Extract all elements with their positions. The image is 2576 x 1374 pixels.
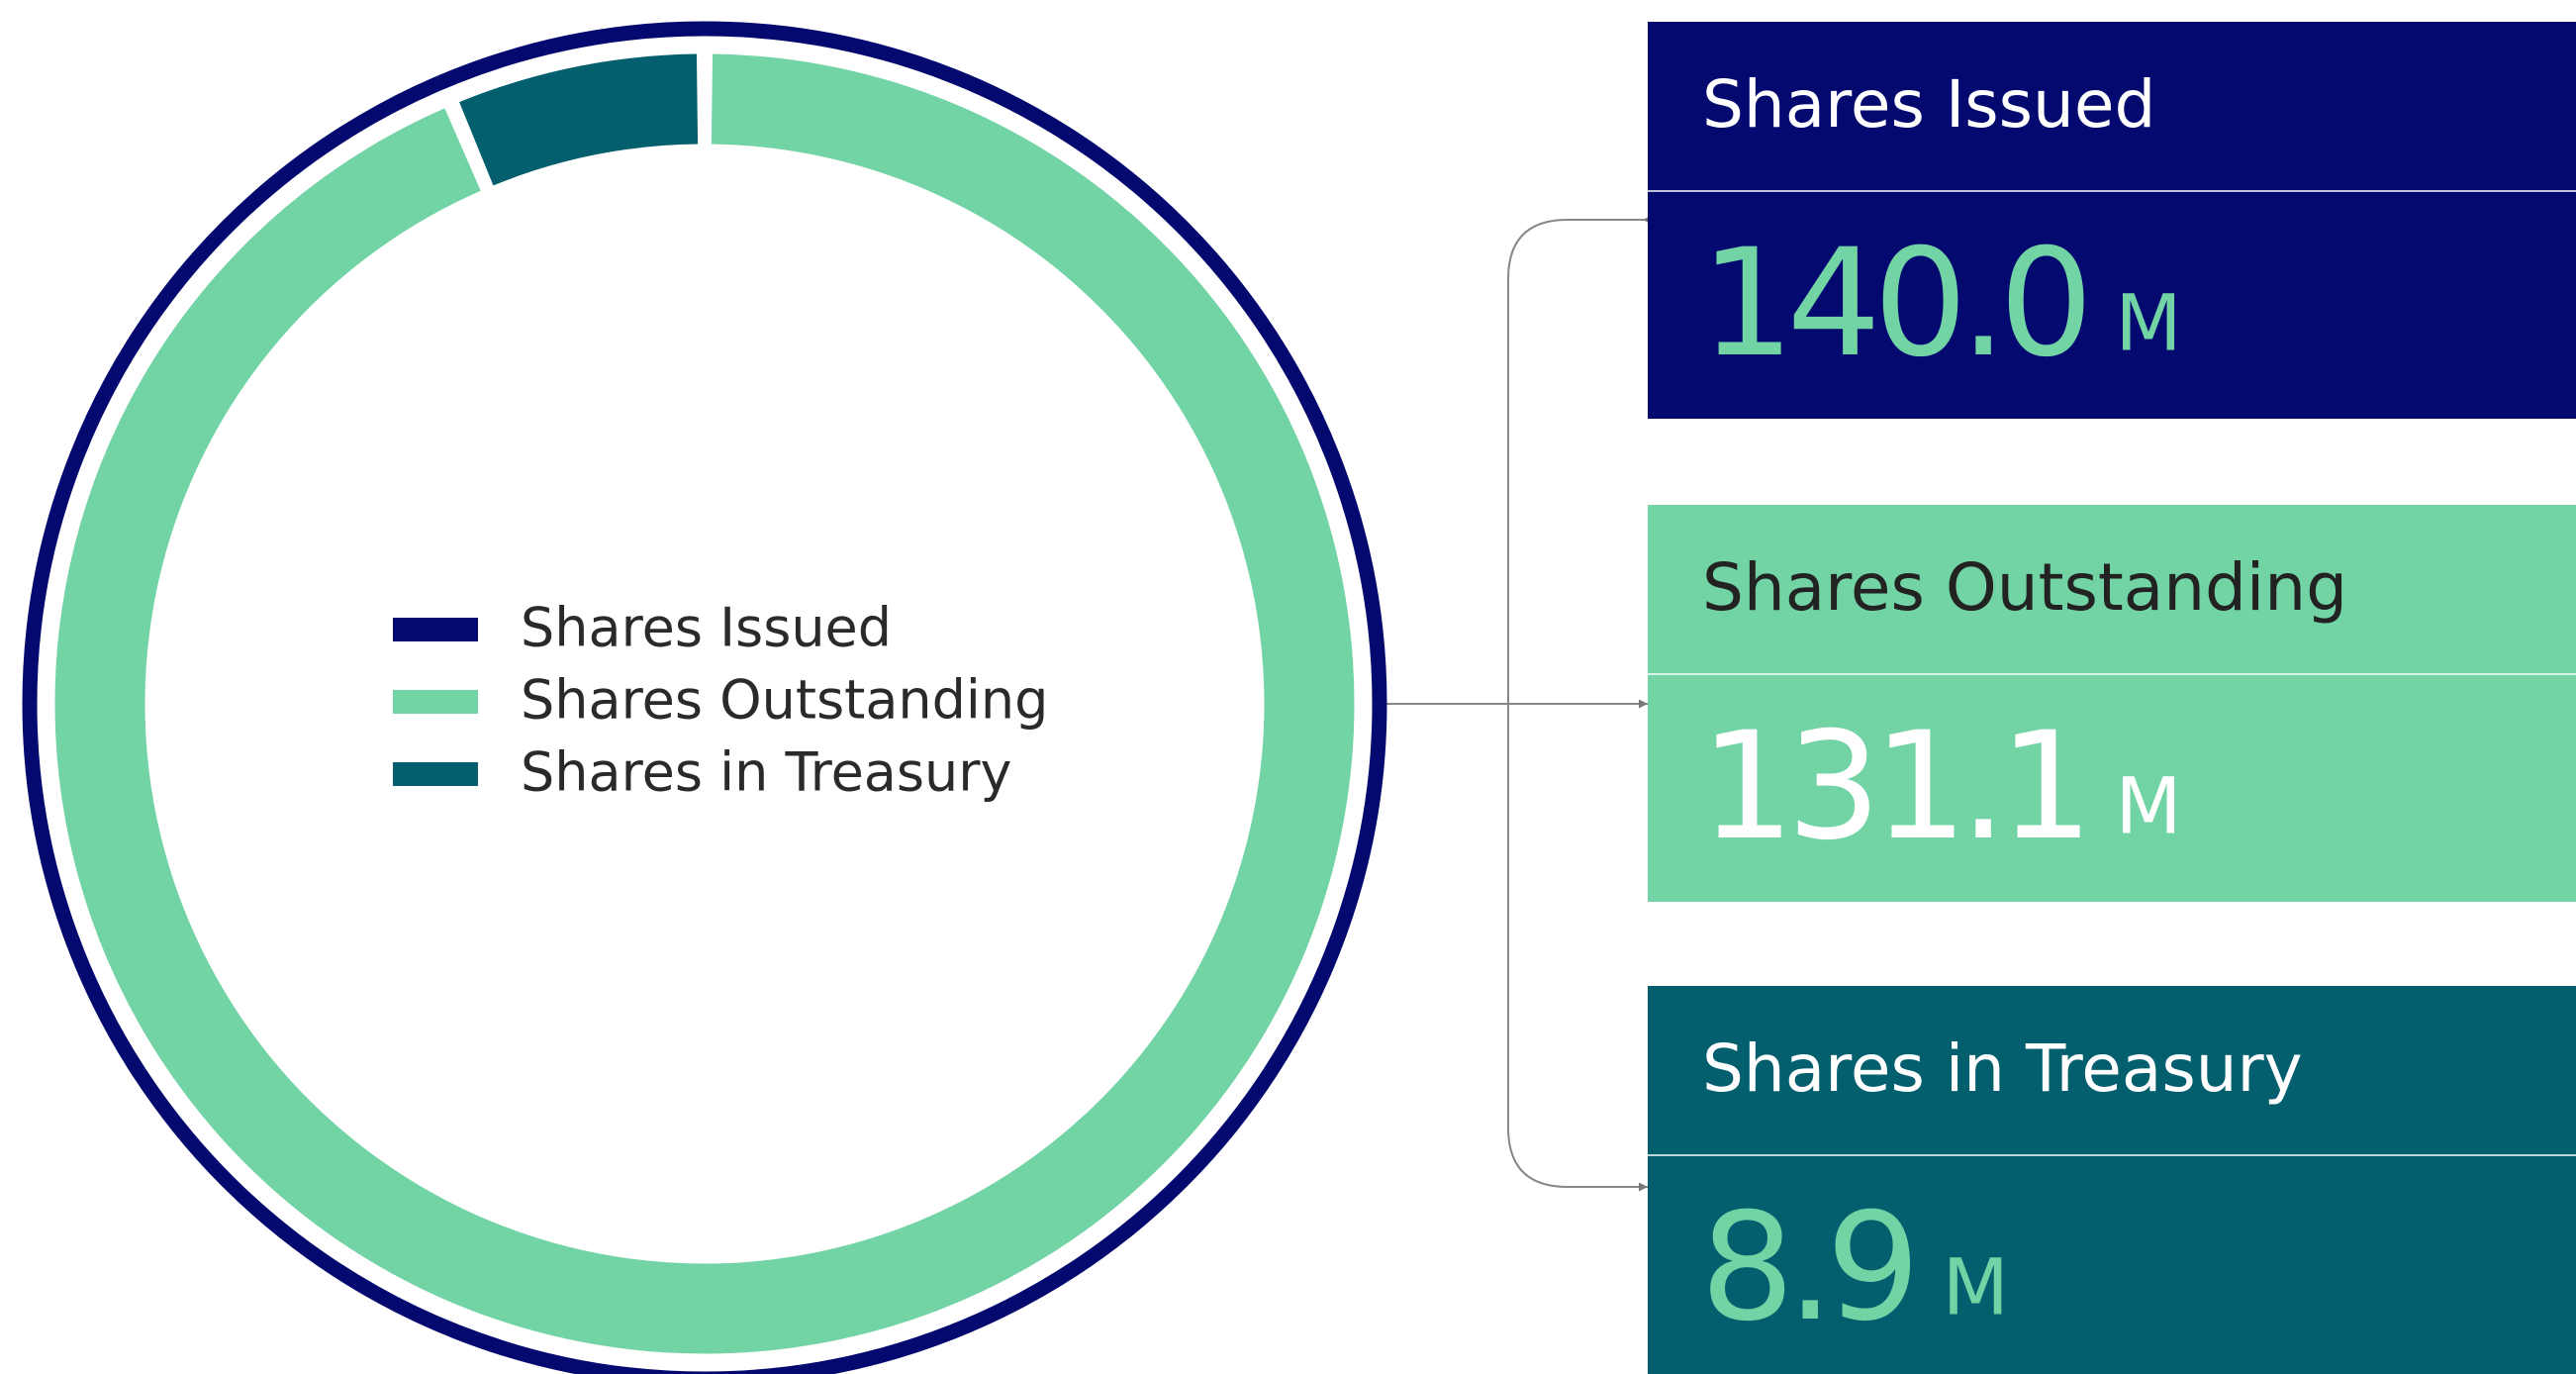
card-unit: M	[2115, 279, 2181, 368]
card-title: Shares Issued	[1702, 66, 2155, 143]
legend-swatch	[393, 690, 478, 714]
connector	[1507, 219, 1648, 1192]
legend-label: Shares in Treasury	[521, 741, 1011, 804]
card-unit: M	[1943, 1243, 2009, 1332]
legend-label: Shares Outstanding	[521, 669, 1048, 732]
card: Shares Outstanding 131.1 M	[1648, 505, 2576, 902]
legend-swatch	[393, 618, 478, 641]
card-value: 131.1	[1700, 701, 2085, 873]
card-background	[1648, 505, 2576, 902]
donut-segment	[459, 53, 699, 186]
donut-segment	[54, 53, 1355, 1354]
card-value: 8.9	[1700, 1182, 1913, 1354]
card-background	[1648, 986, 2576, 1374]
card: Shares in Treasury 8.9 M	[1648, 986, 2576, 1374]
card: Shares Issued 140.0 M	[1648, 22, 2576, 419]
card-title: Shares in Treasury	[1702, 1030, 2303, 1107]
legend-label: Shares Issued	[521, 597, 892, 659]
legend-swatch	[393, 762, 478, 786]
card-value: 140.0	[1700, 218, 2085, 390]
card-title: Shares Outstanding	[1702, 549, 2347, 626]
connectors	[1386, 215, 1652, 1192]
donut-outer-ring	[22, 21, 1387, 1374]
card-background	[1648, 22, 2576, 419]
card-unit: M	[2115, 762, 2181, 851]
